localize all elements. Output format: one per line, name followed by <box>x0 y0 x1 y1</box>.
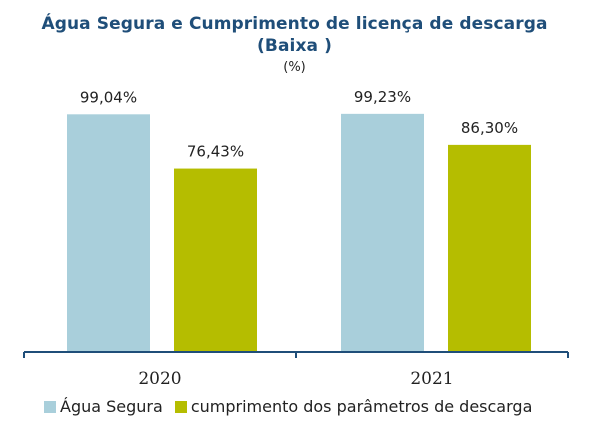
chart-unit: (%) <box>283 60 306 75</box>
chart-title: Água Segura e Cumprimento de licença de … <box>41 14 548 34</box>
x-tick-label-2020: 2020 <box>138 369 181 389</box>
bar-2020-series-1 <box>67 114 150 352</box>
bar-2021-series-1 <box>341 113 424 353</box>
legend-swatch-cumprimento <box>174 400 187 413</box>
legend: Água Segura cumprimento dos parâmetros d… <box>44 397 544 416</box>
bar-2020-series-2 <box>174 168 257 352</box>
legend-item-cumprimento: cumprimento dos parâmetros de descarga <box>174 397 533 416</box>
bar-2021-series-2 <box>448 144 531 352</box>
legend-swatch-agua-segura <box>44 400 56 413</box>
legend-label-cumprimento: cumprimento dos parâmetros de descarga <box>190 397 533 416</box>
legend-item-agua-segura: Água Segura <box>44 397 163 416</box>
data-label-2020-series-1: 99,04% <box>80 88 137 106</box>
chart-subtitle: (Baixa ) <box>257 36 332 56</box>
data-label-2021-series-2: 86,30% <box>461 119 518 137</box>
data-label-2021-series-1: 99,23% <box>354 88 411 106</box>
legend-label-agua-segura: Água Segura <box>60 397 163 416</box>
data-label-2020-series-2: 76,43% <box>187 143 244 161</box>
x-tick-label-2021: 2021 <box>410 369 453 389</box>
